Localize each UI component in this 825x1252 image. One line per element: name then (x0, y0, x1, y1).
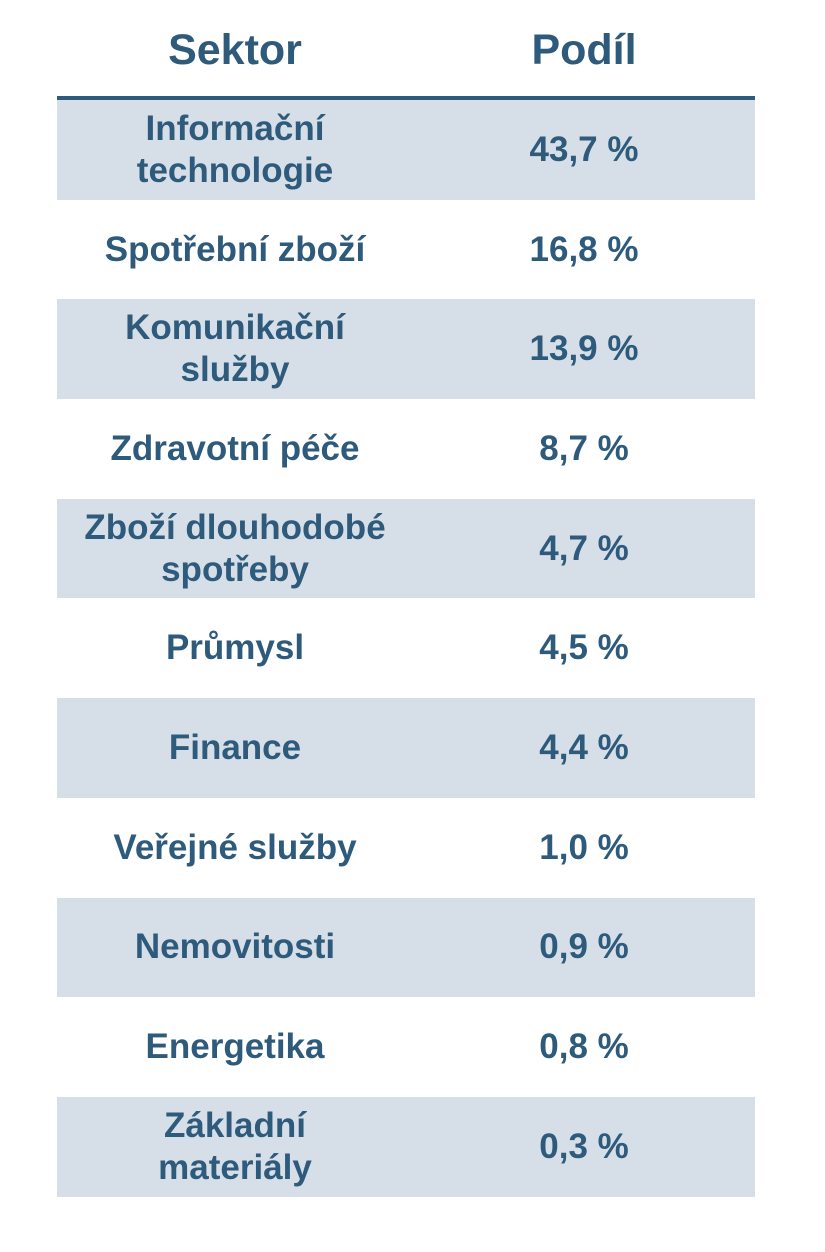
share-cell: 4,4 % (539, 727, 629, 767)
sector-cell: Energetika (145, 1027, 325, 1067)
share-cell: 13,9 % (529, 329, 639, 369)
sector-cell: Spotřební zboží (104, 229, 366, 269)
share-cell: 8,7 % (539, 428, 629, 468)
share-cell: 0,9 % (539, 927, 629, 967)
share-cell: 43,7 % (529, 129, 639, 169)
sector-cell: Nemovitosti (134, 927, 336, 967)
table-row: Zdravotní péče 8,7 % (57, 399, 755, 499)
table-row: Nemovitosti 0,9 % (57, 897, 755, 998)
share-cell: 1,0 % (539, 827, 629, 867)
sector-cell: Průmysl (165, 628, 305, 668)
table-header: Sektor Podíl (57, 0, 755, 100)
sector-cell: Zboží dlouhodobé spotřeby (84, 507, 386, 589)
sector-cell: Základní materiály (158, 1105, 312, 1187)
table-row: Komunikační služby 13,9 % (57, 299, 755, 400)
sector-cell: Veřejné služby (113, 827, 357, 867)
sector-cell: Komunikační služby (125, 308, 345, 390)
share-cell: 4,5 % (539, 628, 629, 668)
sector-table: Sektor Podíl Informační technologie 43,7 %… (57, 0, 755, 1197)
sector-cell: Finance (168, 727, 302, 767)
table-row: Základní materiály 0,3 % (57, 1096, 755, 1197)
table-row: Finance 4,4 % (57, 698, 755, 798)
table-row: Zboží dlouhodobé spotřeby 4,7 % (57, 498, 755, 599)
table-row: Spotřební zboží 16,8 % (57, 200, 755, 300)
share-cell: 0,3 % (539, 1126, 629, 1166)
table-row: Průmysl 4,5 % (57, 598, 755, 698)
sector-cell: Zdravotní péče (110, 428, 360, 468)
header-share: Podíl (531, 25, 637, 74)
share-cell: 4,7 % (539, 528, 629, 568)
table-body: Informační technologie 43,7 % Spotřební zbo… (57, 100, 755, 1197)
table-row: Veřejné služby 1,0 % (57, 798, 755, 898)
share-cell: 0,8 % (539, 1027, 629, 1067)
share-cell: 16,8 % (529, 229, 639, 269)
table-row: Informační technologie 43,7 % (57, 100, 755, 200)
header-sector: Sektor (168, 25, 302, 74)
table-row: Energetika 0,8 % (57, 997, 755, 1097)
sector-cell: Informační technologie (136, 108, 334, 190)
